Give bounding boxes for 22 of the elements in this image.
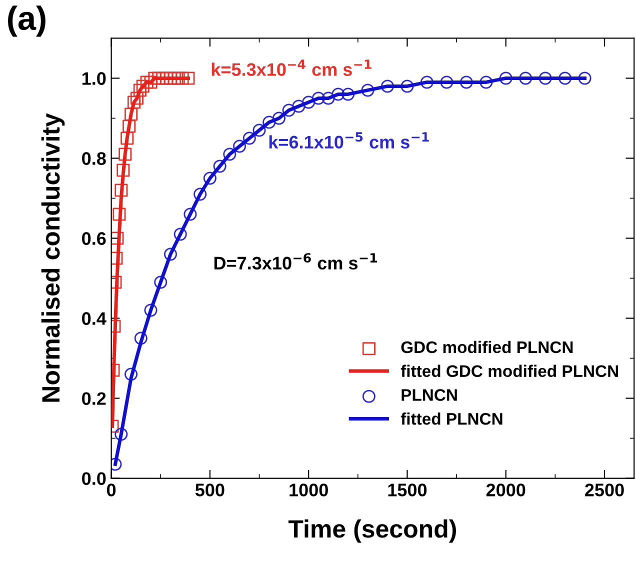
x-tick-label: 2500: [585, 484, 624, 496]
x-tick-label: 500: [195, 484, 224, 496]
y-tick-label: 0.0: [82, 472, 106, 485]
y-tick-label: 0.8: [82, 152, 106, 165]
y-axis-title: Normalised conductivity: [41, 113, 65, 402]
chart-title: (a): [8, 6, 46, 37]
x-tick-label: 2000: [486, 484, 526, 496]
y-tick-label: 1.0: [82, 72, 106, 85]
legend-label: GDC modified PLNCN: [401, 340, 573, 354]
x-tick-label: 1500: [388, 484, 427, 496]
x-tick-label: 0: [106, 484, 116, 496]
y-tick-label: 0.2: [82, 392, 106, 405]
x-axis-title: Time (second): [288, 519, 456, 543]
legend-label: fitted GDC modified PLNCN: [400, 364, 618, 378]
y-tick-label: 0.4: [82, 312, 106, 325]
annotation: k=5.3x10$^{−4}$ cm s$^{−1}$: [212, 60, 372, 76]
y-tick-label: 0.6: [82, 232, 106, 245]
annotation: D=7.3x10$^{−6}$ cm s$^{−1}$: [214, 253, 377, 270]
x-tick-label: 1000: [290, 484, 328, 496]
annotation: k=6.1x10$^{−5}$ cm s$^{−1}$: [269, 132, 429, 149]
legend-label: PLNCN: [402, 389, 457, 401]
legend-label: fitted PLNCN: [400, 412, 502, 425]
